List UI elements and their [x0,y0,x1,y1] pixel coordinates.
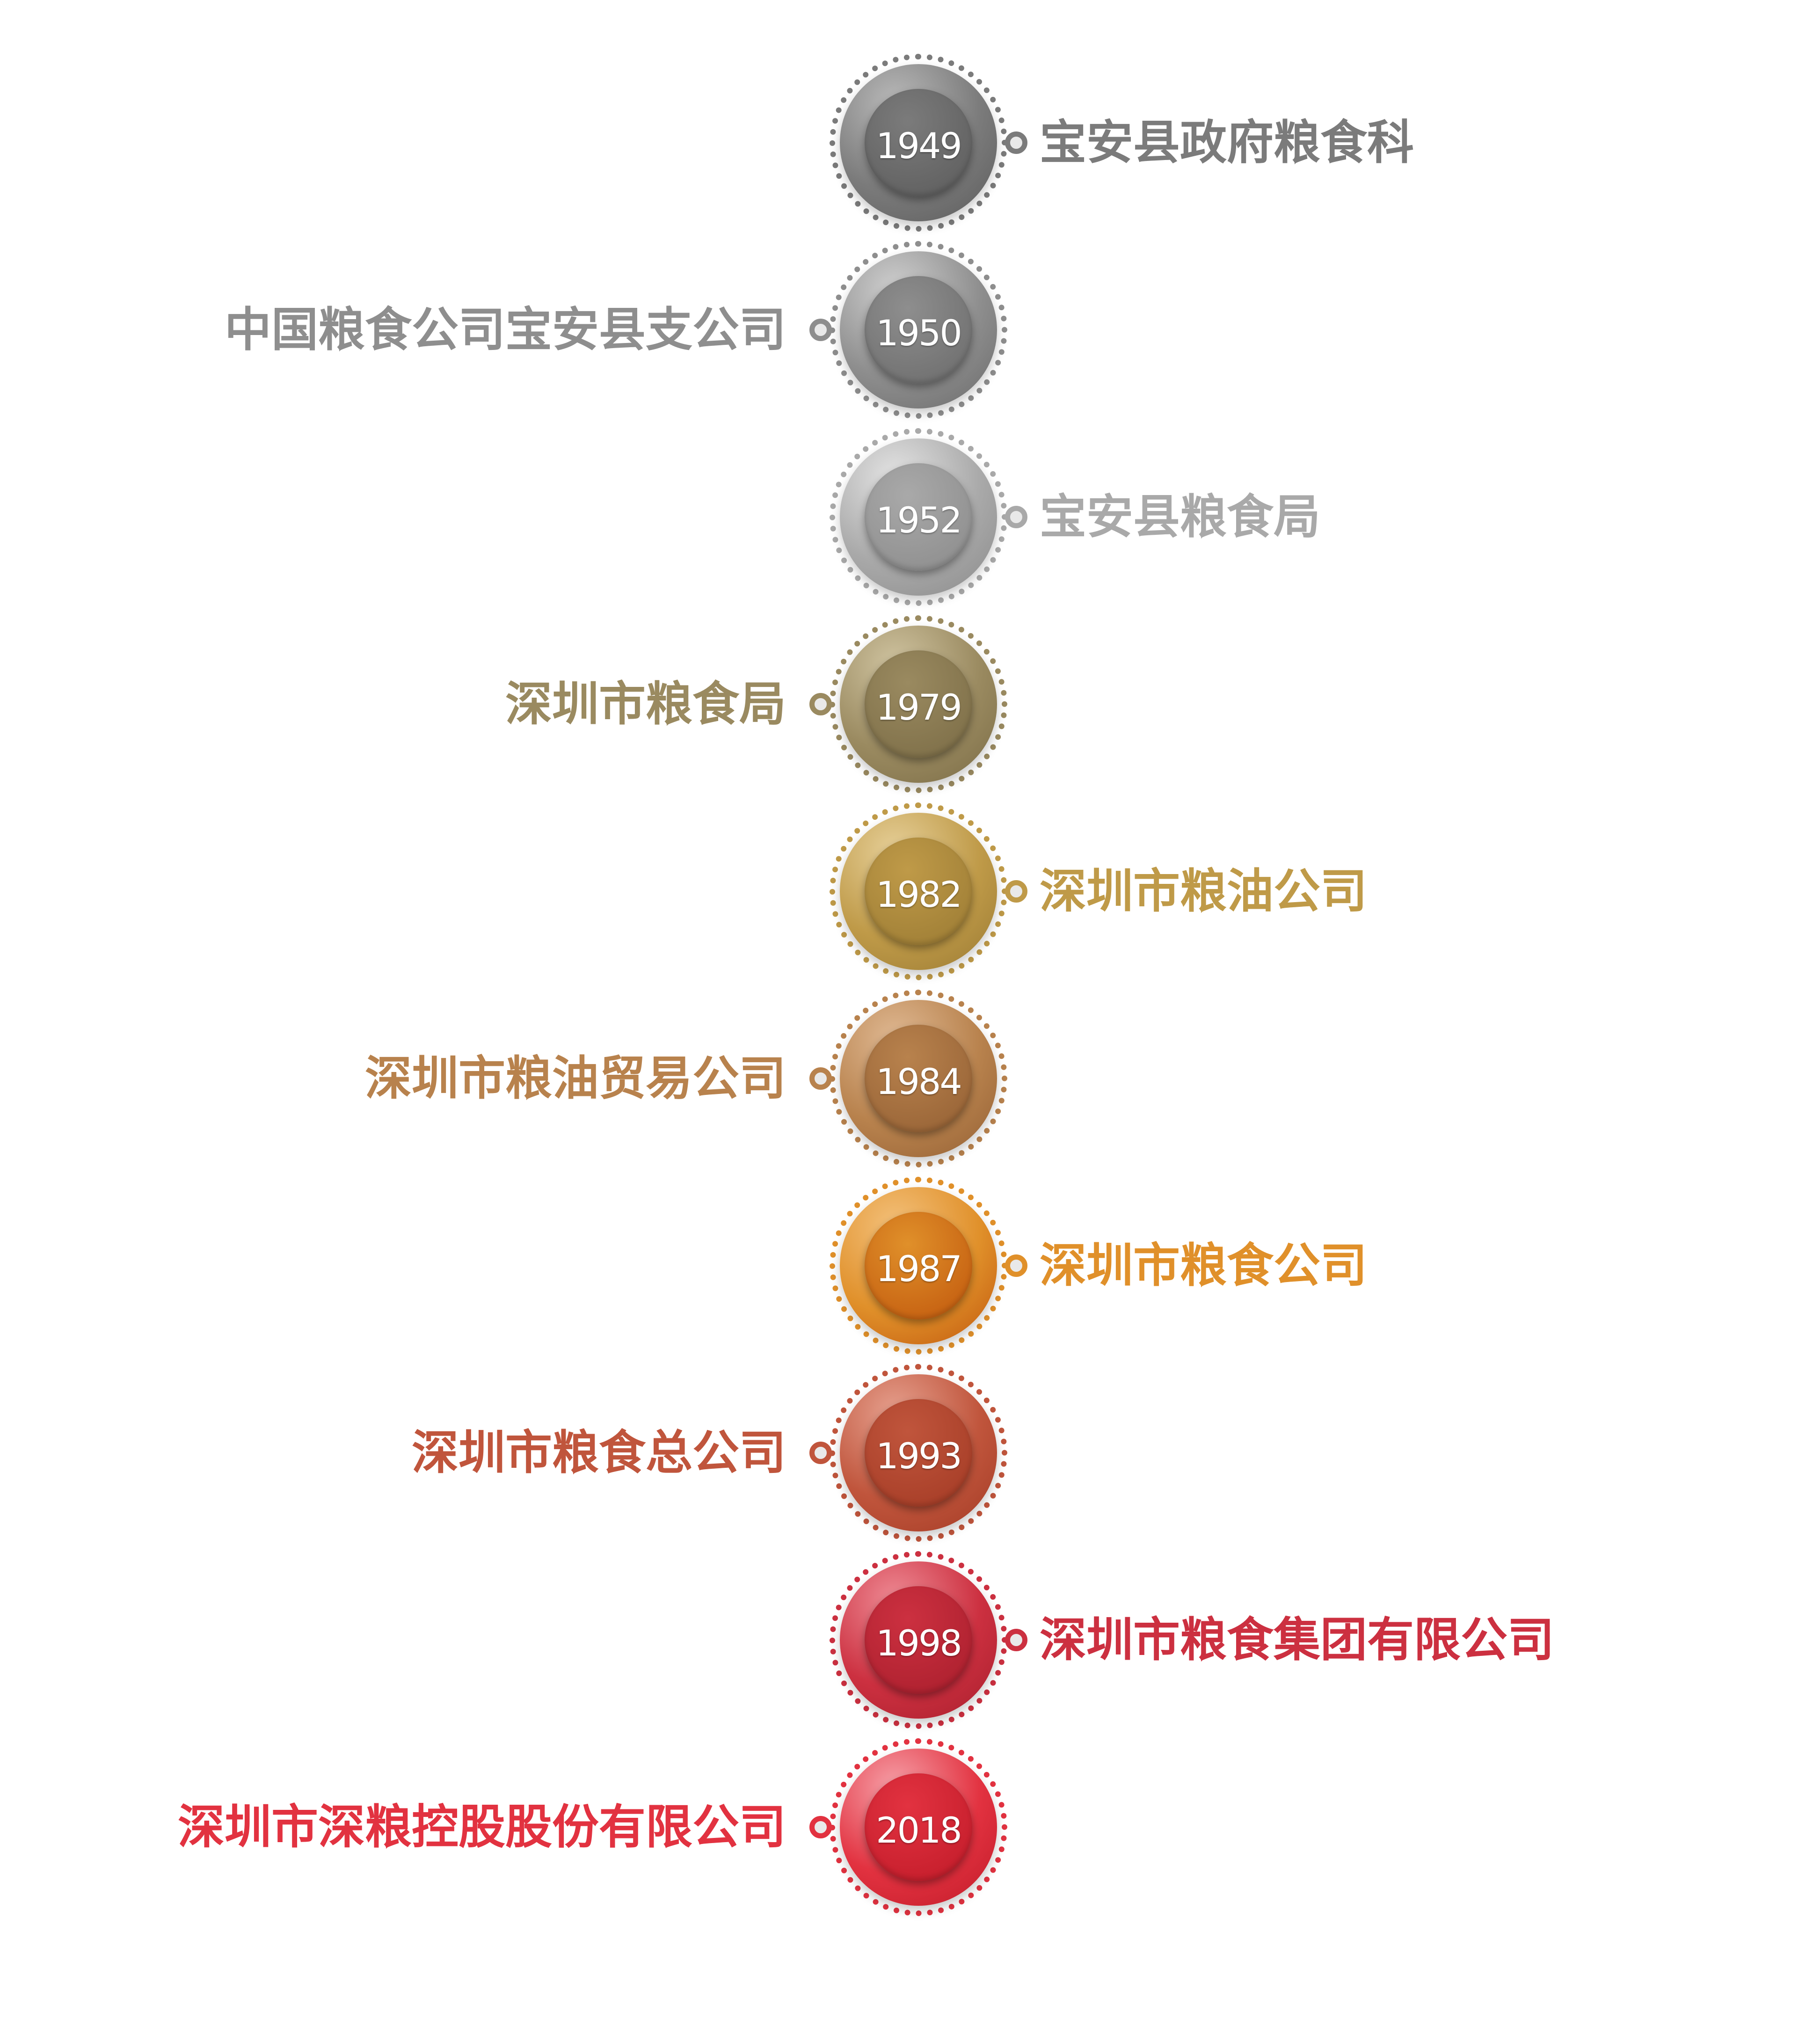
timeline-milestone: 1998 深圳市粮食集团有限公司 [0,1551,1820,1738]
timeline-milestone: 1987 深圳市粮食公司 [0,1177,1820,1364]
timeline-milestone: 1949 宝安县政府粮食科 [0,54,1820,241]
timeline-milestone: 1982 深圳市粮油公司 [0,802,1820,990]
year-badge-inner-circle: 1998 [865,1586,972,1694]
year-text: 1987 [876,1247,962,1290]
milestone-label: 深圳市粮食集团有限公司 [1040,1612,1554,1667]
year-text: 1952 [876,499,962,541]
year-text: 1979 [876,686,962,728]
timeline-milestone: 1952 宝安县粮食局 [0,428,1820,615]
year-text: 1984 [876,1060,962,1102]
year-text: 1950 [876,312,962,354]
timeline-milestone: 2018 深圳市深粮控股股份有限公司 [0,1738,1820,1925]
year-badge-inner-circle: 1987 [865,1212,972,1319]
timeline-milestone: 1979 深圳市粮食局 [0,615,1820,802]
connector-dot [1005,1629,1027,1651]
year-text: 1993 [876,1435,962,1477]
year-text: 2018 [876,1809,962,1851]
year-badge-inner-circle: 1949 [865,89,972,197]
timeline-milestone: 1993 深圳市粮食总公司 [0,1364,1820,1551]
connector-dot [809,693,832,715]
connector-dot [809,1442,832,1464]
milestone-label: 深圳市粮食局 [505,677,786,731]
year-badge-inner-circle: 1979 [865,650,972,758]
milestone-label: 宝安县政府粮食科 [1040,115,1414,170]
milestone-label: 深圳市深粮控股股份有限公司 [178,1800,786,1854]
connector-dot [809,1067,832,1090]
milestone-label: 深圳市粮食公司 [1040,1238,1367,1293]
year-text: 1949 [876,124,962,167]
timeline-milestone: 1950 中国粮食公司宝安县支公司 [0,241,1820,428]
connector-dot [1005,131,1027,154]
connector-dot [1005,1254,1027,1277]
year-badge-inner-circle: 1952 [865,463,972,571]
connector-dot [1005,880,1027,903]
milestone-label: 深圳市粮食总公司 [412,1425,786,1480]
milestone-label: 深圳市粮油公司 [1040,864,1367,918]
year-badge-inner-circle: 2018 [865,1773,972,1881]
connector-dot [809,1816,832,1838]
milestone-label: 深圳市粮油贸易公司 [365,1051,786,1106]
milestone-label: 宝安县粮食局 [1040,489,1320,544]
year-badge-inner-circle: 1993 [865,1399,972,1507]
connector-dot [1005,506,1027,528]
year-badge-inner-circle: 1950 [865,276,972,384]
milestone-label: 中国粮食公司宝安县支公司 [225,302,786,357]
year-badge-inner-circle: 1982 [865,838,972,945]
timeline-milestone: 1984 深圳市粮油贸易公司 [0,990,1820,1177]
year-text: 1982 [876,873,962,915]
year-text: 1998 [876,1622,962,1664]
year-badge-inner-circle: 1984 [865,1025,972,1132]
connector-dot [809,319,832,341]
